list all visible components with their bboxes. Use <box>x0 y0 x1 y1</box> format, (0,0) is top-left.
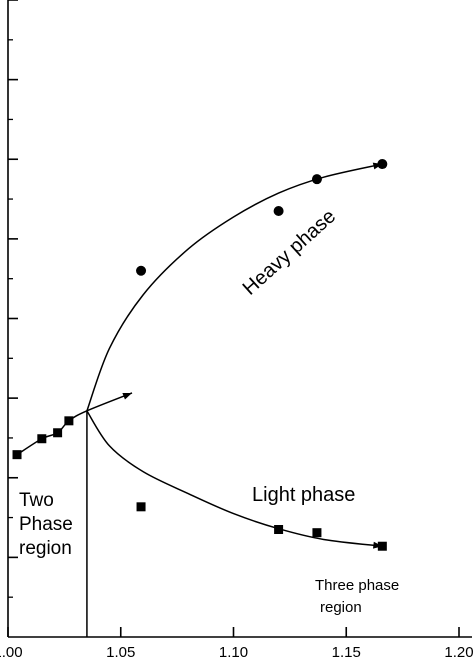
y-ticks <box>8 0 18 598</box>
phase-curves <box>16 162 383 637</box>
light-phase-point <box>53 428 63 438</box>
light-phase-point <box>312 528 322 538</box>
phase-curve <box>16 392 133 456</box>
heavy-phase-point <box>311 174 322 185</box>
x-tick-label: 1.05 <box>106 644 135 660</box>
annotations: Heavy phase Light phase Two Phase region… <box>19 205 399 616</box>
x-ticks <box>7 627 460 637</box>
light-phase-point <box>12 450 22 460</box>
curve-arrowhead <box>122 392 133 400</box>
phase-curve <box>86 163 383 412</box>
data-markers <box>12 159 388 551</box>
heavy-phase-point <box>136 265 147 276</box>
x-tick-label: 1.15 <box>332 644 361 660</box>
two-phase-label-line1: Two <box>19 490 54 511</box>
heavy-phase-point <box>273 206 284 217</box>
three-phase-label-line2: region <box>320 599 362 616</box>
light-phase-point <box>37 434 47 444</box>
three-phase-label-line1: Three phase <box>315 577 399 594</box>
x-tick-labels: 1.00 1.05 1.10 1.15 1.20 <box>0 644 474 660</box>
x-tick-label: 1.00 <box>0 644 23 660</box>
light-phase-point <box>274 525 284 535</box>
x-tick-label: 1.20 <box>444 644 473 660</box>
light-phase-point <box>136 502 146 512</box>
heavy-phase-point <box>377 159 388 170</box>
light-phase-point <box>64 416 74 426</box>
x-tick-label: 1.10 <box>219 644 248 660</box>
heavy-phase-label: Heavy phase <box>239 205 340 299</box>
curve-arrowhead <box>372 541 383 549</box>
two-phase-label-line3: region <box>19 538 72 559</box>
axes <box>7 0 472 638</box>
two-phase-label-line2: Phase <box>19 514 73 535</box>
light-phase-point <box>377 541 387 551</box>
light-phase-label: Light phase <box>252 484 355 506</box>
phase-curve <box>86 410 383 547</box>
